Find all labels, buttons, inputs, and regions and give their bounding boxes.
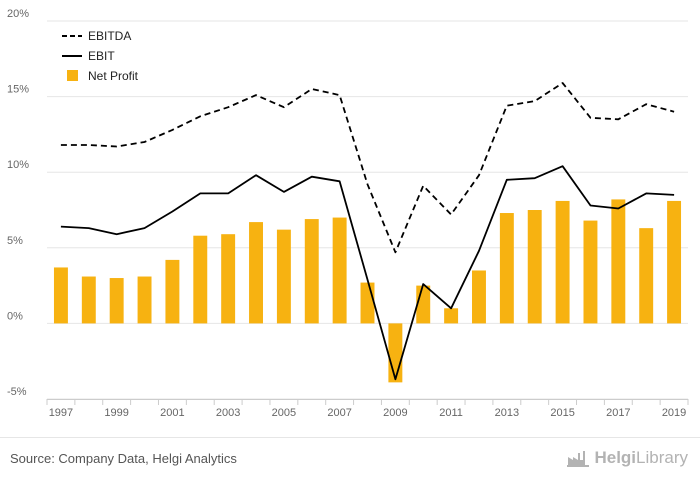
line-series: [60, 82, 675, 381]
x-tick-label: 2013: [495, 407, 519, 419]
gridlines: [47, 20, 688, 400]
legend-label: Net Profit: [88, 69, 139, 83]
net-profit-bar: [527, 210, 542, 324]
legend-swatch-net-profit: [67, 70, 78, 81]
net-profit-bar: [81, 276, 96, 324]
x-tick-label: 2019: [662, 407, 686, 419]
y-tick-label: 20%: [7, 8, 29, 20]
net-profit-bar: [444, 308, 459, 324]
x-tick-label: 2009: [383, 407, 407, 419]
legend-label: EBITDA: [88, 29, 131, 43]
net-profit-bar: [360, 282, 375, 324]
x-tick-label: 1999: [104, 407, 128, 419]
net-profit-bar: [249, 222, 263, 324]
net-profit-bar: [193, 235, 208, 324]
x-tick-label: 2015: [550, 407, 574, 419]
x-tick-label: 2007: [327, 407, 351, 419]
x-tick-label: 2001: [160, 407, 184, 419]
legend-label: EBIT: [88, 49, 115, 63]
net-profit-bar: [472, 270, 486, 324]
net-profit-bar: [583, 220, 598, 324]
y-tick-label: 10%: [7, 159, 29, 171]
net-profit-bar: [53, 267, 68, 324]
logo-text-regular: Library: [636, 448, 688, 467]
factory-icon: [567, 451, 590, 467]
x-tick-label: 2017: [606, 407, 630, 419]
net-profit-bar: [555, 200, 570, 324]
net-profit-bar: [667, 200, 682, 324]
chart-svg: 20% 15% 10% 5% 0% -5% 1997 1999 2001 2003 2005 200…: [7, 8, 689, 419]
net-profit-bar: [276, 229, 291, 324]
net-profit-bar: [304, 219, 319, 324]
net-profit-bar: [332, 217, 347, 324]
net-profit-bar: [416, 285, 431, 324]
net-profit-bar: [109, 278, 124, 324]
x-axis: 1997 1999 2001 2003 2005 2007 2009 2011 2013 2015…: [46, 399, 689, 419]
net-profit-bars: [53, 199, 682, 383]
y-tick-label: 0%: [7, 310, 23, 322]
net-profit-bar: [388, 323, 403, 383]
ebit-line: [60, 165, 675, 381]
source-note: Source: Company Data, Helgi Analytics: [10, 451, 237, 466]
y-axis: 20% 15% 10% 5% 0% -5%: [7, 8, 29, 398]
logo-text-bold: Helgi: [594, 448, 637, 467]
y-tick-label: 5%: [7, 235, 23, 247]
net-profit-bar: [221, 234, 236, 324]
ebitda-line: [60, 82, 675, 254]
net-profit-bar: [639, 228, 654, 324]
y-tick-label: 15%: [7, 84, 29, 96]
net-profit-bar: [611, 199, 626, 324]
net-profit-bar: [137, 276, 152, 324]
x-tick-label: 2011: [439, 407, 463, 419]
x-tick-label: 2003: [216, 407, 240, 419]
net-profit-bar: [165, 259, 180, 324]
legend: EBITDA EBIT Net Profit: [62, 29, 139, 83]
net-profit-bar: [499, 213, 514, 324]
helgi-library-logo[interactable]: HelgiLibrary: [567, 448, 688, 468]
x-tick-label: 1997: [49, 407, 73, 419]
y-tick-label: -5%: [7, 386, 27, 398]
footer: Source: Company Data, Helgi Analytics He…: [0, 437, 700, 483]
x-tick-label: 2005: [272, 407, 296, 419]
